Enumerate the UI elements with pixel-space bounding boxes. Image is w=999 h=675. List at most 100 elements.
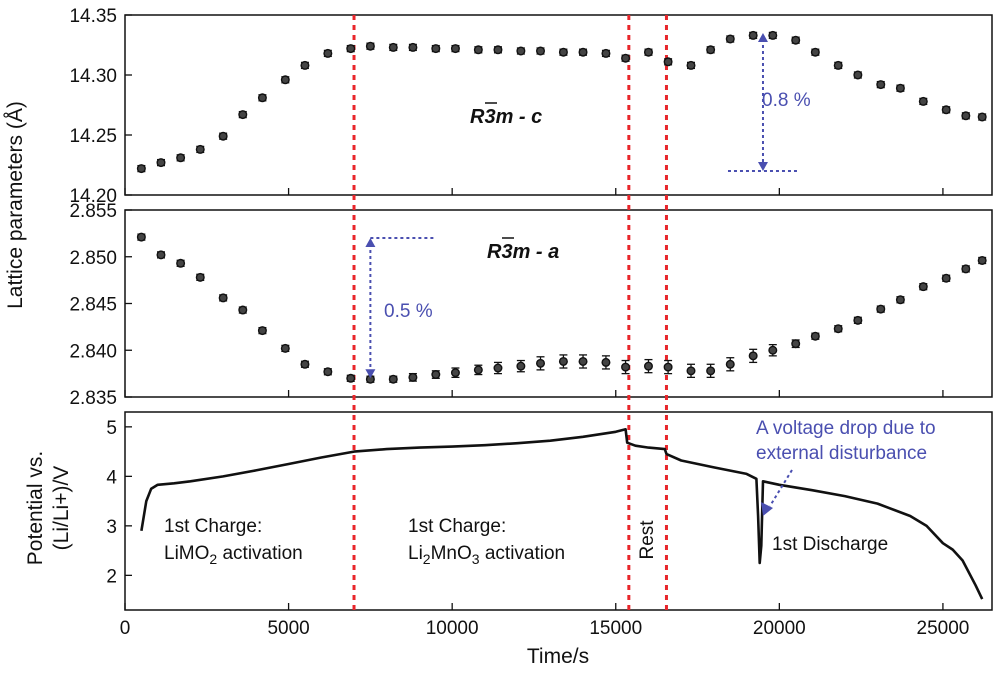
data-point xyxy=(238,305,248,315)
data-point xyxy=(578,47,588,57)
y-tick-label: 4 xyxy=(106,467,117,488)
data-point xyxy=(686,60,696,70)
data-point xyxy=(431,44,441,54)
panel-potential-frame xyxy=(124,411,993,611)
y-tick-label: 5 xyxy=(106,418,117,439)
voltage-drop-arrow-head xyxy=(761,502,773,516)
data-point xyxy=(977,112,987,122)
data-point xyxy=(621,362,631,372)
rest-label: Rest xyxy=(637,520,658,560)
data-point xyxy=(408,42,418,52)
first-discharge-label: 1st Discharge xyxy=(772,534,888,555)
data-point xyxy=(686,366,696,376)
data-point xyxy=(706,45,716,55)
svg-text:R3m - c: R3m - c xyxy=(470,106,542,128)
y-axis-label-potential-line1: Potential vs. xyxy=(24,451,47,565)
data-point xyxy=(257,326,267,336)
annotation-0-5-percent: 0.5 % xyxy=(384,301,433,322)
y-tick-label: 14.30 xyxy=(69,66,117,87)
data-marks xyxy=(136,30,987,600)
voltage-drop-line2: external disturbance xyxy=(756,443,927,464)
data-point xyxy=(706,366,716,376)
data-point xyxy=(621,53,631,63)
data-point xyxy=(473,45,483,55)
axis-ticks: 14.20 14.25 14.30 14.35 2.835 2.840 2.845 2.850… xyxy=(69,6,969,639)
first-charge-li2mno3-line2: Li2MnO3 activation xyxy=(408,543,565,567)
data-point xyxy=(473,365,483,375)
voltage-drop-arrow-shaft xyxy=(769,469,793,507)
data-point xyxy=(941,273,951,283)
x-tick-label: 25000 xyxy=(917,618,970,639)
arrow-0-5-percent-head-down xyxy=(365,369,376,379)
panel-c-frame xyxy=(124,14,993,196)
data-point xyxy=(388,42,398,52)
data-point xyxy=(918,96,928,106)
data-point xyxy=(558,47,568,57)
data-point xyxy=(853,70,863,80)
data-point xyxy=(218,293,228,303)
y-tick-label: 2.855 xyxy=(69,201,117,222)
data-point xyxy=(300,60,310,70)
data-point xyxy=(725,34,735,44)
arrow-0-8-percent-head-down xyxy=(757,162,768,171)
data-point xyxy=(408,372,418,382)
data-point xyxy=(768,345,778,355)
first-charge-limo2-line2: LiMO2 activation xyxy=(164,543,303,567)
data-point xyxy=(977,255,987,265)
data-point xyxy=(195,144,205,154)
data-point xyxy=(663,362,673,372)
arrow-0-5-percent-head-up xyxy=(365,238,376,248)
data-point xyxy=(493,363,503,373)
phase-label-a: R3m - a xyxy=(487,237,559,263)
data-point xyxy=(725,359,735,369)
data-point xyxy=(176,258,186,268)
data-point xyxy=(768,30,778,40)
y-tick-label: 2.840 xyxy=(69,341,117,362)
x-tick-label: 5000 xyxy=(267,618,309,639)
data-point xyxy=(961,264,971,274)
data-point xyxy=(323,48,333,58)
data-point xyxy=(136,164,146,174)
data-point xyxy=(853,315,863,325)
data-point xyxy=(601,48,611,58)
data-point xyxy=(748,30,758,40)
data-point xyxy=(601,357,611,367)
data-point xyxy=(195,272,205,282)
data-point xyxy=(156,158,166,168)
y-tick-label: 2.850 xyxy=(69,248,117,269)
data-point xyxy=(323,367,333,377)
data-point xyxy=(136,232,146,242)
y-axis-label-lattice: Lattice parameters (Å) xyxy=(4,101,27,309)
data-point xyxy=(218,131,228,141)
data-point xyxy=(257,93,267,103)
data-point xyxy=(833,324,843,334)
y-tick-label: 2 xyxy=(106,566,117,587)
voltage-drop-line1: A voltage drop due to xyxy=(756,418,936,439)
annotation-0-8-percent: 0.8 % xyxy=(762,90,811,111)
data-point xyxy=(748,351,758,361)
x-tick-label: 0 xyxy=(120,618,131,639)
first-charge-li2mno3-line1: 1st Charge: xyxy=(408,516,506,537)
x-axis-label: Time/s xyxy=(527,645,589,668)
potential-curve xyxy=(140,427,984,600)
panel-a-frame xyxy=(124,209,993,398)
y-tick-label: 2.835 xyxy=(69,388,117,409)
data-point xyxy=(388,374,398,384)
data-point xyxy=(365,41,375,51)
phase-label-c: R3m - c xyxy=(470,102,542,128)
data-point xyxy=(300,359,310,369)
data-point xyxy=(791,339,801,349)
y-tick-label: 14.20 xyxy=(69,186,117,207)
data-point xyxy=(643,47,653,57)
data-point xyxy=(941,105,951,115)
data-point xyxy=(516,361,526,371)
data-point xyxy=(280,343,290,353)
data-point xyxy=(536,46,546,56)
data-point xyxy=(346,373,356,383)
data-point xyxy=(156,250,166,260)
data-point xyxy=(876,304,886,314)
data-point xyxy=(493,45,503,55)
data-point xyxy=(558,356,568,366)
data-point xyxy=(833,60,843,70)
